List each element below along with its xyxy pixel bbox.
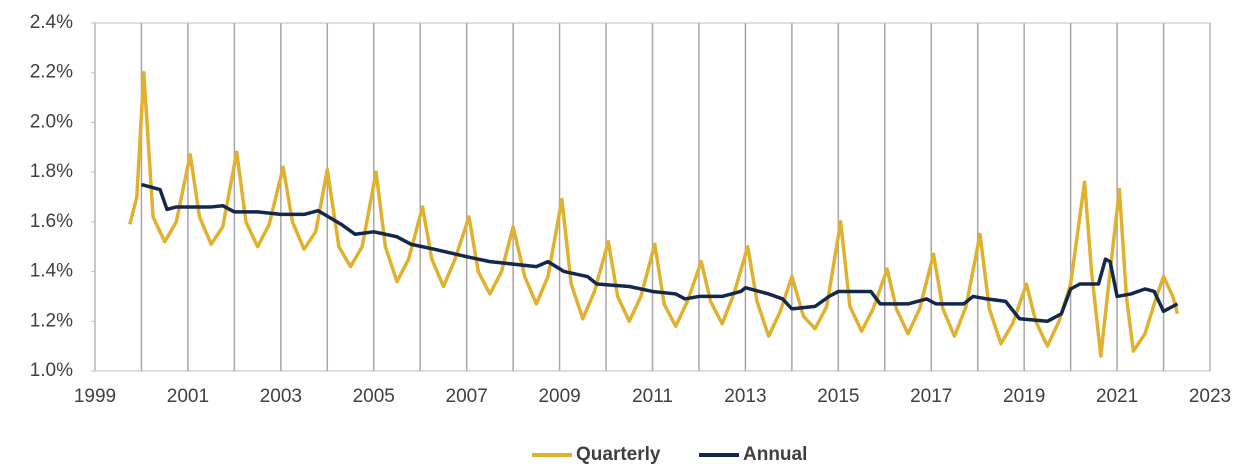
x-tick-label: 2003 <box>260 386 302 407</box>
x-tick-label: 2023 <box>1189 386 1231 407</box>
legend-label: Annual <box>743 444 807 465</box>
series-line <box>141 182 1179 324</box>
y-tick-label: 2.2% <box>30 62 73 83</box>
y-tick-label: 1.4% <box>30 261 73 282</box>
series-line <box>128 70 1180 358</box>
legend-label: Quarterly <box>576 444 661 465</box>
x-tick-label: 2001 <box>167 386 209 407</box>
y-tick-label: 1.2% <box>30 310 73 331</box>
x-tick-label: 1999 <box>74 386 116 407</box>
y-tick-label: 2.4% <box>30 12 73 33</box>
x-tick-label: 2009 <box>538 386 580 407</box>
y-tick-label: 1.6% <box>30 211 73 232</box>
y-tick-label: 1.0% <box>30 360 73 381</box>
x-tick-label: 2013 <box>724 386 766 407</box>
y-tick-label: 1.8% <box>30 161 73 182</box>
x-tick-label: 2019 <box>1003 386 1045 407</box>
plot-frame <box>94 22 1211 372</box>
x-tick-label: 2017 <box>910 386 952 407</box>
y-tick-label: 2.0% <box>30 111 73 132</box>
x-tick-label: 2021 <box>1096 386 1138 407</box>
x-tick-label: 2005 <box>353 386 395 407</box>
x-tick-label: 2015 <box>817 386 859 407</box>
x-tick-label: 2011 <box>632 386 673 407</box>
x-tick-label: 2007 <box>446 386 488 407</box>
